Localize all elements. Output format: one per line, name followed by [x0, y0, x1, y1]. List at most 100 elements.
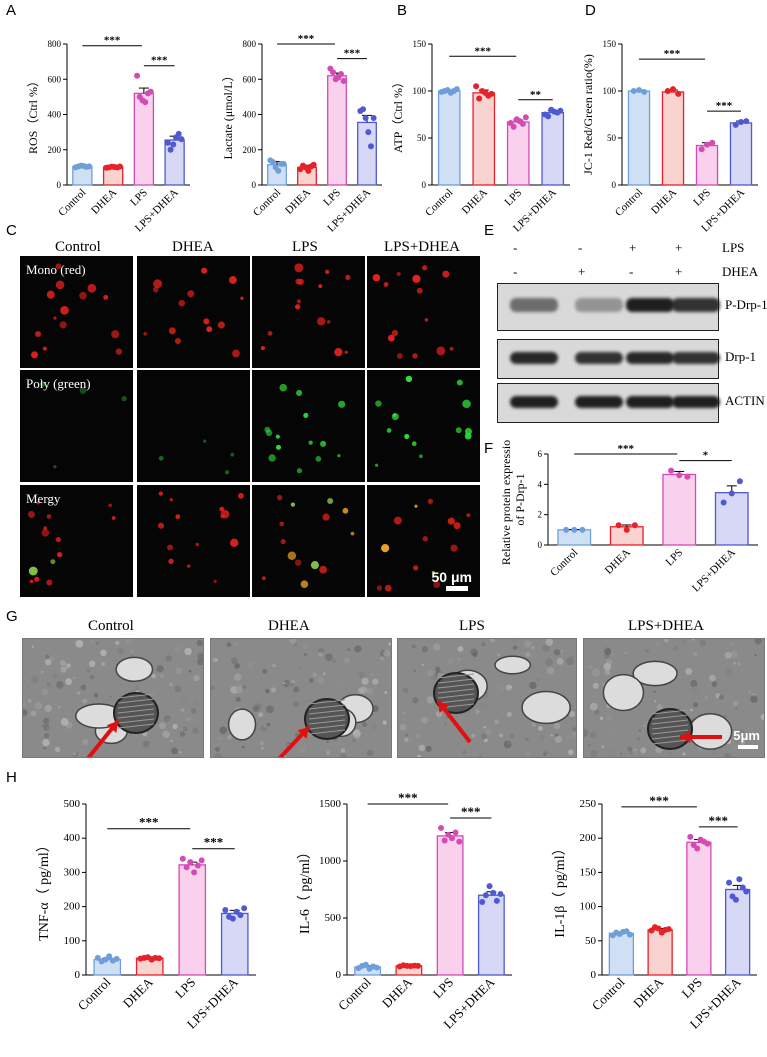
data-point — [441, 837, 448, 844]
blot-strip-p-drp-1 — [497, 283, 720, 331]
em-granule — [605, 713, 613, 721]
data-point — [694, 845, 701, 852]
dhea-sign: - — [513, 264, 518, 279]
em-granule — [222, 649, 225, 653]
em-granule — [87, 669, 91, 673]
cell-spot — [46, 579, 53, 586]
em-granule — [444, 722, 447, 726]
y-axis-label: JC-1 Red/Green ratio(%) — [581, 54, 595, 175]
em-granule — [619, 752, 623, 756]
em-granule — [312, 672, 317, 678]
y-tick-label: 0 — [336, 969, 342, 981]
lps-sign: - — [578, 240, 583, 255]
data-point — [736, 478, 743, 485]
em-granule — [308, 678, 314, 683]
em-granule — [197, 658, 203, 666]
cell-spot — [115, 348, 123, 355]
em-granule — [76, 691, 81, 695]
em-granule — [531, 722, 537, 728]
cell-spot — [412, 353, 418, 359]
microscopy-col-label-control: Control — [55, 239, 101, 255]
cell-spot — [411, 441, 417, 447]
data-point — [415, 962, 422, 969]
panel-letter-b: B — [397, 2, 408, 19]
data-point — [726, 879, 733, 886]
x-tick-label: LPS+DHEA — [690, 547, 738, 595]
data-point — [337, 70, 344, 77]
em-granule — [322, 672, 326, 675]
em-granule — [109, 695, 112, 699]
em-texture — [398, 639, 576, 757]
cell-spot — [168, 558, 174, 565]
em-granule — [218, 737, 221, 740]
cell-spot — [267, 330, 273, 336]
data-point — [222, 907, 229, 914]
significance-label: *** — [139, 815, 159, 830]
em-granule — [499, 733, 503, 738]
em-granule — [357, 671, 366, 679]
data-point — [476, 95, 483, 102]
em-granule — [570, 654, 574, 659]
micrograph-2-0: Mergy — [20, 485, 133, 597]
em-granule — [352, 739, 356, 742]
em-granule — [59, 659, 66, 666]
em-granule — [592, 668, 600, 677]
micrograph-cells — [39, 381, 127, 469]
data-point — [615, 522, 622, 529]
significance-label: *** — [664, 48, 681, 60]
em-granule — [436, 710, 443, 718]
data-point — [456, 838, 463, 845]
em-granule — [57, 706, 61, 709]
em-granule — [760, 713, 764, 721]
red-arrow-head — [106, 721, 118, 733]
em-granule — [490, 639, 495, 643]
y-tick-label: 150 — [603, 39, 617, 49]
significance-label: *** — [475, 45, 492, 57]
em-granule — [292, 700, 300, 708]
em-granule — [737, 662, 741, 666]
data-point — [676, 472, 683, 479]
em-granule — [750, 695, 758, 703]
cell-spot — [466, 513, 471, 518]
data-point — [664, 88, 671, 94]
em-granule — [233, 673, 242, 681]
cell-spot — [374, 463, 379, 467]
mitochondrial-crista — [117, 708, 155, 714]
data-point — [684, 473, 691, 480]
em-granule — [740, 646, 744, 651]
em-granule — [290, 679, 295, 684]
em-granule — [747, 690, 752, 695]
em-granule — [362, 722, 368, 727]
cell-spot — [422, 265, 428, 271]
cell-spot — [50, 559, 56, 565]
cell-spot — [143, 332, 147, 336]
mitochondrial-crista — [651, 739, 689, 745]
em-granule — [43, 732, 50, 739]
data-point — [113, 955, 120, 962]
em-granule — [733, 702, 738, 707]
em-granule — [298, 746, 306, 754]
cell-spot — [174, 337, 181, 345]
cell-spot — [175, 514, 181, 520]
cell-spot — [322, 513, 330, 521]
em-granule — [604, 647, 612, 655]
em-granule — [246, 754, 251, 757]
em-granule — [42, 688, 49, 696]
micrograph-0-3 — [367, 256, 480, 368]
em-granule — [681, 639, 687, 645]
cell-spot — [424, 318, 429, 322]
em-granule — [404, 677, 408, 681]
em-granule — [654, 700, 657, 703]
cell-spot — [158, 455, 164, 461]
em-granule — [284, 717, 287, 720]
cell-spot — [157, 522, 165, 529]
em-granule — [270, 687, 276, 693]
em-granule — [45, 654, 50, 659]
x-tick-label: LPS — [663, 547, 685, 569]
mitochondrial-crista — [308, 709, 346, 715]
em-granule — [512, 645, 518, 650]
data-point — [229, 915, 236, 922]
bar-lps — [178, 864, 207, 976]
em-granule — [569, 711, 576, 717]
